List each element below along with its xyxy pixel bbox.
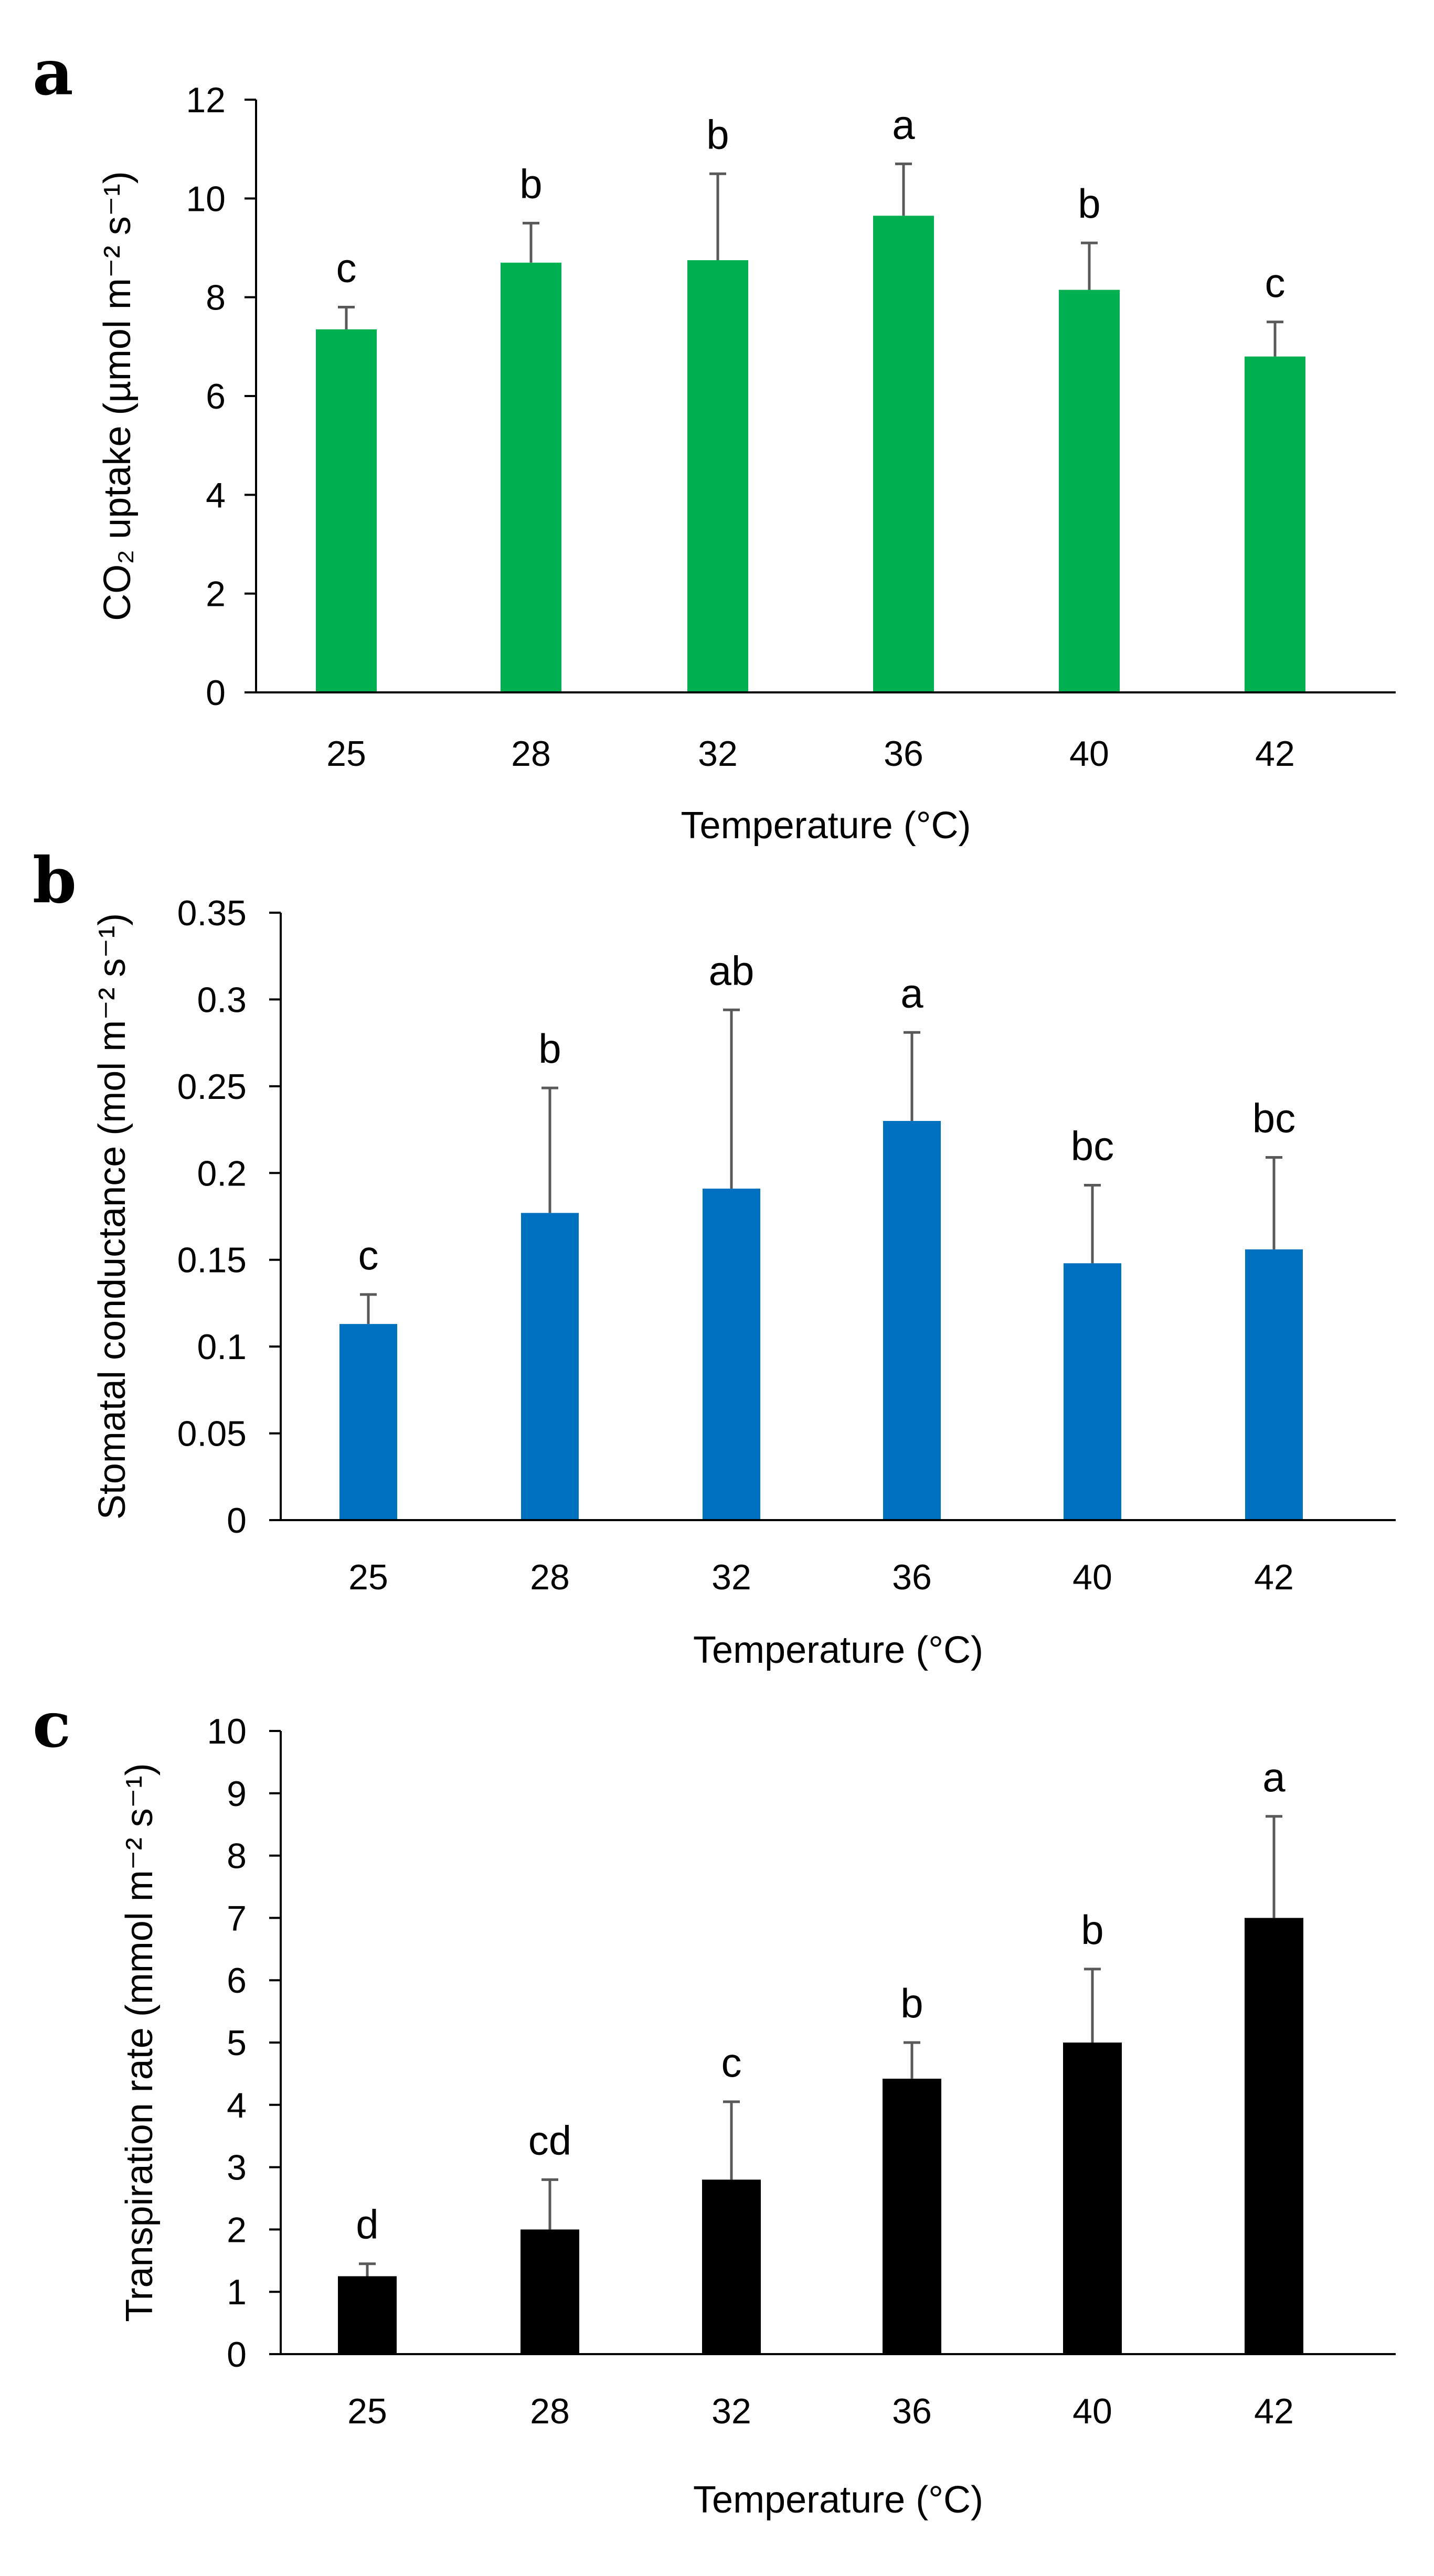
significance-label: cd bbox=[528, 2117, 571, 2163]
x-tick-label: 25 bbox=[326, 734, 366, 774]
y-tick-label: 3 bbox=[227, 2148, 247, 2188]
y-tick-label: 4 bbox=[227, 2086, 247, 2125]
significance-label: d bbox=[356, 2201, 378, 2248]
chart-panel-a: a 0 2 4 6 8 10 12 c 25 b 28 b 32 a 36 b 40 c 42 Temperature … bbox=[33, 36, 1396, 847]
panel-letter: c bbox=[33, 1688, 71, 1762]
significance-label: b bbox=[538, 1025, 561, 1072]
x-tick-label: 28 bbox=[530, 2391, 570, 2431]
x-tick-label: 36 bbox=[884, 734, 923, 774]
y-tick-label: 5 bbox=[227, 2023, 247, 2063]
chart-panel-b: b 0 0.05 0.1 0.15 0.2 0.25 0.3 0.35 c 25 b 28 ab 32 a 36… bbox=[33, 843, 1396, 1671]
bar bbox=[873, 216, 934, 693]
y-tick-label: 0.3 bbox=[197, 980, 247, 1020]
y-tick-label: 9 bbox=[227, 1774, 247, 1814]
significance-label: c bbox=[358, 1232, 379, 1278]
y-tick-label: 7 bbox=[227, 1898, 247, 1938]
y-tick-label: 8 bbox=[206, 278, 226, 318]
x-axis-title: Temperature (°C) bbox=[681, 805, 971, 847]
bar bbox=[521, 2229, 579, 2354]
x-tick-label: 36 bbox=[892, 1557, 932, 1597]
bar bbox=[1245, 1249, 1303, 1520]
x-tick-label: 36 bbox=[892, 2391, 932, 2431]
x-tick-label: 40 bbox=[1069, 734, 1109, 774]
x-tick-label: 40 bbox=[1072, 1557, 1112, 1597]
significance-label: a bbox=[892, 101, 915, 147]
y-tick-label: 1 bbox=[227, 2272, 247, 2312]
x-tick-label: 28 bbox=[530, 1557, 570, 1597]
x-axis-title: Temperature (°C) bbox=[693, 2479, 983, 2521]
significance-label: ab bbox=[709, 947, 755, 993]
bar bbox=[883, 2078, 941, 2354]
y-tick-label: 0.1 bbox=[197, 1327, 247, 1367]
bar bbox=[338, 2276, 397, 2354]
bar bbox=[339, 1324, 397, 1520]
y-tick-label: 0 bbox=[227, 2335, 247, 2375]
bar bbox=[1245, 356, 1305, 692]
bar bbox=[703, 1189, 760, 1520]
x-tick-label: 25 bbox=[348, 1557, 388, 1597]
significance-label: c bbox=[336, 245, 357, 291]
significance-label: bc bbox=[1252, 1095, 1295, 1141]
bar bbox=[1245, 1918, 1303, 2354]
y-tick-label: 10 bbox=[207, 1712, 247, 1751]
y-tick-label: 0.2 bbox=[197, 1153, 247, 1193]
x-tick-label: 25 bbox=[347, 2391, 387, 2431]
significance-label: a bbox=[900, 970, 923, 1016]
y-tick-label: 6 bbox=[206, 377, 226, 416]
x-tick-label: 42 bbox=[1255, 734, 1295, 774]
significance-label: b bbox=[706, 111, 729, 157]
bar bbox=[1063, 2043, 1122, 2354]
x-tick-label: 42 bbox=[1254, 1557, 1294, 1597]
y-tick-label: 0.35 bbox=[177, 893, 247, 933]
x-tick-label: 32 bbox=[711, 2391, 751, 2431]
significance-label: b bbox=[519, 161, 542, 207]
bar bbox=[521, 1213, 579, 1520]
y-axis-title: Transpiration rate (mmol m⁻² s⁻¹) bbox=[119, 1763, 161, 2322]
bar bbox=[501, 262, 561, 692]
panel-letter: b bbox=[33, 843, 77, 917]
significance-label: b bbox=[1078, 180, 1100, 227]
bar bbox=[702, 2179, 761, 2354]
y-tick-label: 0.15 bbox=[177, 1241, 247, 1280]
bar bbox=[316, 329, 377, 692]
significance-label: c bbox=[1265, 260, 1286, 306]
y-axis-title: CO₂ uptake (µmol m⁻² s⁻¹) bbox=[97, 171, 139, 621]
significance-label: b bbox=[1081, 1907, 1103, 1953]
y-tick-label: 2 bbox=[206, 574, 226, 614]
x-tick-label: 32 bbox=[711, 1557, 751, 1597]
y-tick-label: 10 bbox=[186, 179, 226, 219]
y-tick-label: 12 bbox=[186, 80, 226, 120]
significance-label: bc bbox=[1071, 1123, 1114, 1169]
bar bbox=[883, 1121, 941, 1520]
bar bbox=[1064, 1263, 1121, 1520]
x-tick-label: 28 bbox=[511, 734, 551, 774]
bar bbox=[1059, 290, 1120, 692]
y-tick-label: 0 bbox=[227, 1501, 247, 1541]
y-tick-label: 4 bbox=[206, 475, 226, 515]
chart-panel-c: c 0 1 2 3 4 5 6 7 8 9 10 d 25 cd 28 c 32 b 36 b 40 a 42 Temperat… bbox=[33, 1688, 1396, 2521]
y-tick-label: 0 bbox=[206, 673, 226, 713]
x-tick-label: 42 bbox=[1254, 2391, 1294, 2431]
significance-label: a bbox=[1262, 1754, 1286, 1800]
panel-letter: a bbox=[33, 36, 73, 110]
x-tick-label: 32 bbox=[698, 734, 738, 774]
y-tick-label: 0.25 bbox=[177, 1067, 247, 1107]
significance-label: c bbox=[721, 2039, 742, 2086]
y-axis-title: Stomatal conductance (mol m⁻² s⁻¹) bbox=[91, 913, 133, 1520]
y-tick-label: 8 bbox=[227, 1836, 247, 1876]
y-tick-label: 2 bbox=[227, 2210, 247, 2250]
x-tick-label: 40 bbox=[1072, 2391, 1112, 2431]
y-tick-label: 0.05 bbox=[177, 1414, 247, 1454]
x-axis-title: Temperature (°C) bbox=[693, 1629, 983, 1671]
significance-label: b bbox=[900, 1980, 923, 2026]
bar bbox=[687, 260, 748, 693]
y-tick-label: 6 bbox=[227, 1961, 247, 2001]
